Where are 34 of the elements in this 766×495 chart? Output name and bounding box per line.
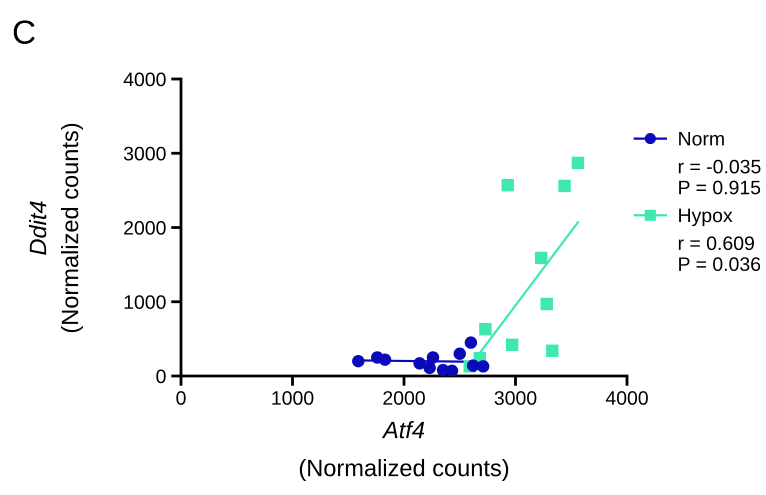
y-tick-label: 1000 — [124, 295, 166, 309]
point — [506, 338, 518, 352]
point — [446, 364, 458, 376]
point — [413, 357, 426, 370]
x-tick-label: 2000 — [383, 391, 425, 405]
text: r = -0.035 P = 0.915 — [678, 160, 761, 194]
point — [572, 156, 584, 170]
text: C — [14, 20, 35, 44]
point — [423, 362, 436, 374]
y-tick-label: 3000 — [124, 146, 166, 160]
point — [476, 360, 490, 373]
legend-label: Norm — [679, 132, 724, 146]
point — [426, 351, 440, 364]
point — [454, 348, 466, 360]
x-tick-label: 1000 — [272, 391, 314, 405]
point — [352, 354, 364, 368]
x-tick-label: 4000 — [606, 391, 648, 405]
legend-label: Hypox — [679, 208, 732, 226]
y-tick-label: 4000 — [124, 72, 166, 86]
point — [479, 323, 492, 336]
point — [546, 344, 559, 357]
y-tick-label: 0 — [156, 369, 166, 384]
text: r = 0.609 P = 0.036 — [678, 236, 760, 272]
point — [501, 178, 514, 192]
point — [464, 336, 478, 349]
point — [540, 298, 553, 310]
x-tick-label: 0 — [176, 391, 186, 405]
x-axis-title: Atf4 (Normalized counts) — [300, 420, 508, 481]
point — [558, 180, 571, 192]
y-tick-label: 2000 — [124, 220, 166, 235]
x-tick-label: 3000 — [494, 391, 536, 405]
point — [534, 252, 548, 264]
point — [378, 353, 392, 366]
y-axis-title: Ddit4 (Normalized counts) — [28, 124, 83, 332]
